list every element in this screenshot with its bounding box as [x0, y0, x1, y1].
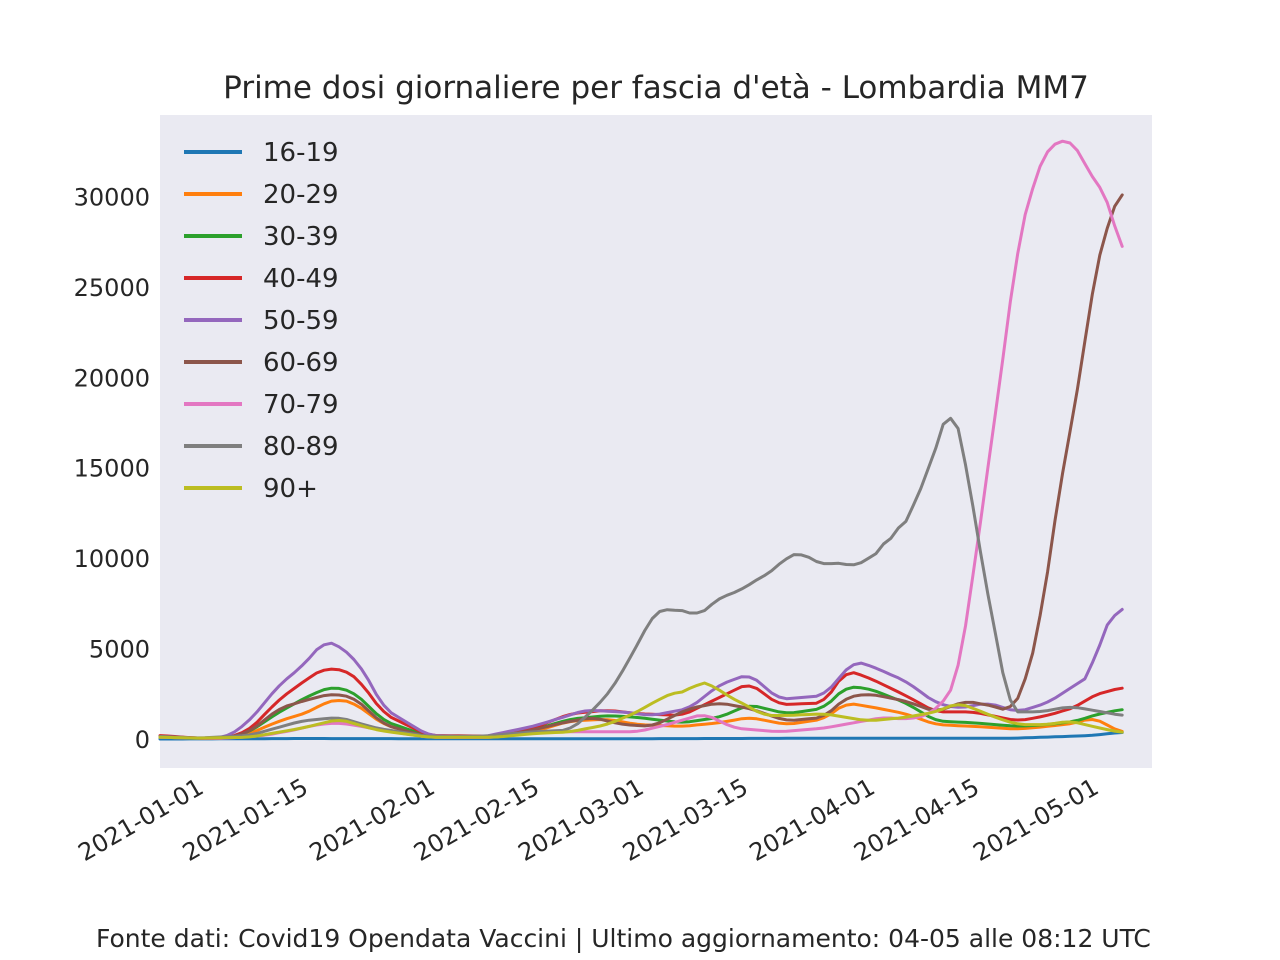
legend-label: 40-49: [263, 264, 339, 294]
legend-entry: 70-79: [184, 390, 339, 420]
series-line-30-39: [158, 685, 1124, 740]
legend-label: 90+: [263, 474, 318, 504]
legend-entry: 90+: [184, 474, 318, 504]
plot-area: [160, 115, 1152, 768]
series-line-60-69: [158, 193, 1124, 740]
legend-entry: 80-89: [184, 432, 339, 462]
chart-title: Prime dosi giornaliere per fascia d'età …: [223, 70, 1089, 106]
y-axis: 0 5000 10000 15000 20000 25000 30000: [74, 183, 150, 754]
footer-source-note: Fonte dati: Covid19 Opendata Vaccini | U…: [96, 924, 1151, 953]
y-tick-label: 10000: [74, 545, 150, 573]
x-tick-label: 2021-05-01: [969, 773, 1104, 867]
legend-entry: 16-19: [184, 138, 339, 168]
legend-label: 16-19: [263, 138, 339, 168]
y-tick-label: 5000: [89, 636, 150, 664]
y-tick-label: 20000: [74, 364, 150, 392]
series-line-80-89: [158, 416, 1124, 740]
legend-label: 50-59: [263, 306, 339, 336]
y-tick-label: 25000: [74, 274, 150, 302]
legend-label: 60-69: [263, 348, 339, 378]
y-tick-label: 30000: [74, 183, 150, 211]
series-line-16-19: [158, 731, 1124, 741]
legend-label: 80-89: [263, 432, 339, 462]
legend-entry: 40-49: [184, 264, 339, 294]
legend-label: 70-79: [263, 390, 339, 420]
y-tick-label: 0: [135, 726, 150, 754]
legend-entry: 50-59: [184, 306, 339, 336]
legend-label: 20-29: [263, 180, 339, 210]
legend-label: 30-39: [263, 222, 339, 252]
legend-entry: 30-39: [184, 222, 339, 252]
series-line-50-59: [158, 607, 1124, 740]
series-layer: [158, 139, 1124, 741]
y-tick-label: 15000: [74, 455, 150, 483]
series-line-90plus: [158, 681, 1124, 740]
legend-entry: 60-69: [184, 348, 339, 378]
legend-entry: 20-29: [184, 180, 339, 210]
x-axis: 2021-01-012021-01-152021-02-012021-02-15…: [73, 773, 1103, 867]
legend: 16-19 20-29 30-39 40-49 50-59 60-69 70-79 80-89…: [184, 138, 339, 504]
